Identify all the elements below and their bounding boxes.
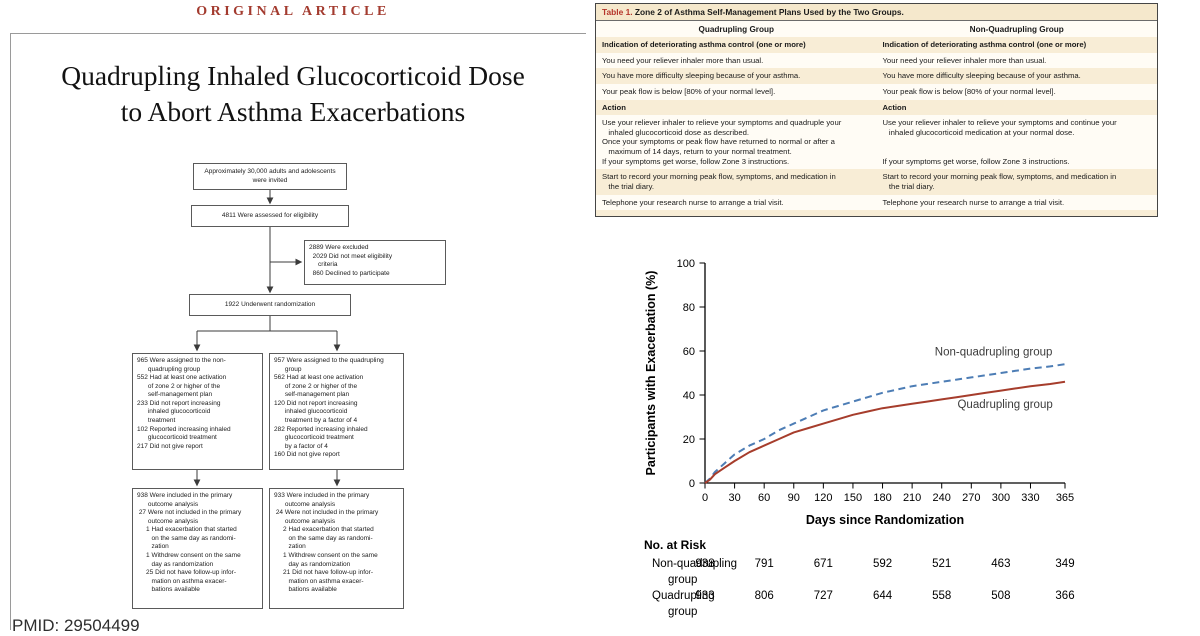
table-cell: Your need your reliever inhaler more tha…	[882, 55, 1047, 65]
table-cell: Indication of deteriorating asthma contr…	[882, 40, 1087, 49]
table-cell	[877, 210, 1158, 216]
risk-value: 671	[814, 558, 833, 570]
table1-title: Table 1. Zone 2 of Asthma Self-Managemen…	[596, 4, 1157, 21]
risk-value: 727	[814, 590, 833, 602]
table-row: You need your reliever inhaler more than…	[596, 53, 1157, 69]
table-cell: Use your reliever inhaler to relieve you…	[882, 118, 1117, 166]
flow-box-arm-nonquadrupling: 965 Were assigned to the non- quadruplin…	[132, 353, 263, 470]
table-row: Use your reliever inhaler to relieve you…	[596, 115, 1157, 169]
x-tick-label: 240	[933, 492, 951, 504]
flow-box-arm-quadrupling: 957 Were assigned to the quadrupling gro…	[269, 353, 404, 470]
table-cell: You have more difficulty sleeping becaus…	[602, 71, 801, 81]
table-cell: Start to record your morning peak flow, …	[882, 172, 1117, 191]
risk-row-label: Quadrupling	[652, 590, 715, 602]
risk-row-label: group	[668, 574, 697, 586]
series-non-quadrupling	[704, 363, 1066, 484]
flow-box-randomized: 1922 Underwent randomization	[189, 294, 351, 316]
flow-arrows	[193, 190, 341, 487]
table-cell: Your peak flow is below [80% of your nor…	[882, 86, 1056, 96]
article-type-header: ORIGINAL ARTICLE	[196, 4, 390, 19]
curve-label: Non-quadrupling group	[935, 346, 1053, 358]
risk-value: 558	[932, 590, 951, 602]
curve-label: Quadrupling group	[957, 399, 1052, 411]
table-cell	[596, 210, 877, 216]
table-row: Indication of deteriorating asthma contr…	[596, 37, 1157, 53]
page-border-top	[10, 33, 586, 34]
table-cell: Telephone your research nurse to arrange…	[602, 197, 784, 207]
risk-value: 938	[695, 558, 714, 570]
x-tick-label: 330	[1021, 492, 1039, 504]
article-title: Quadrupling Inhaled Glucocorticoid Dose t…	[0, 58, 586, 131]
table-row: Your peak flow is below [80% of your nor…	[596, 84, 1157, 100]
x-tick-label: 60	[758, 492, 770, 504]
km-chart: 0 30 60 90 120 150 180 210 240 270 300 330 365 0 20 40 6…	[644, 258, 1075, 618]
table-row: Action Action	[596, 99, 1157, 116]
table-row: Start to record your morning peak flow, …	[596, 169, 1157, 195]
x-tick-label: 300	[992, 492, 1010, 504]
y-tick-label: 80	[683, 302, 695, 314]
x-tick-label: 0	[702, 492, 708, 504]
table-cell: Your peak flow is below [80% of your nor…	[602, 86, 776, 96]
flow-box-invited: Approximately 30,000 adults and adolesce…	[193, 163, 347, 190]
risk-value: 933	[695, 590, 714, 602]
table-cell: You need your reliever inhaler more than…	[602, 55, 764, 65]
y-tick-label: 0	[689, 478, 695, 490]
risk-row-label: Non-quadrupling	[652, 558, 737, 570]
risk-value: 644	[873, 590, 893, 602]
risk-value: 508	[991, 590, 1010, 602]
table-cell: Action	[882, 102, 907, 112]
flow-connectors	[193, 190, 341, 487]
y-tick-label: 40	[683, 390, 695, 402]
flow-box-outcome-nonquadrupling: 938 Were included in the primary outcome…	[132, 488, 263, 609]
y-axis-title: Participants with Exacerbation (%)	[644, 271, 658, 476]
y-tick-label: 100	[677, 258, 695, 270]
risk-value: 791	[755, 558, 774, 570]
article-title-line2: to Abort Asthma Exacerbations	[120, 96, 466, 128]
flow-box-assessed: 4811 Were assessed for eligibility	[191, 205, 349, 227]
flow-box-outcome-quadrupling: 933 Were included in the primary outcome…	[269, 488, 404, 609]
series-quadrupling	[704, 380, 1066, 484]
table-cell: Action	[602, 102, 626, 112]
table-cell: Indication of deteriorating asthma contr…	[602, 40, 806, 49]
x-tick-label: 365	[1056, 492, 1074, 504]
x-tick-label: 150	[844, 492, 862, 504]
risk-value: 806	[755, 590, 774, 602]
risk-row-label: group	[668, 606, 697, 618]
x-tick-label: 30	[728, 492, 740, 504]
table-cell: You have more difficulty sleeping becaus…	[882, 71, 1081, 81]
table1-column-headers: Quadrupling Group Non-Quadrupling Group	[596, 21, 1157, 37]
table-row: You have more difficulty sleeping becaus…	[596, 68, 1157, 84]
risk-value: 521	[932, 558, 951, 570]
table1-title-text: Zone 2 of Asthma Self-Management Plans U…	[632, 7, 904, 17]
x-axis-title: Days since Randomization	[806, 513, 964, 527]
pmid-text: PMID: 29504499	[12, 616, 140, 635]
table1-col1-header: Quadrupling Group	[698, 25, 775, 34]
table-row: Telephone your research nurse to arrange…	[596, 195, 1157, 211]
x-tick-label: 120	[814, 492, 832, 504]
risk-value: 366	[1055, 590, 1074, 602]
article-title-line1: Quadrupling Inhaled Glucocorticoid Dose	[61, 60, 525, 91]
flow-box-excluded: 2889 Were excluded 2029 Did not meet eli…	[304, 240, 446, 285]
table1-title-label: Table 1.	[602, 7, 633, 17]
table1: Table 1. Zone 2 of Asthma Self-Managemen…	[595, 3, 1158, 218]
risk-table-header: No. at Risk	[644, 538, 706, 552]
risk-value: 349	[1055, 558, 1074, 570]
table-cell: Use your reliever inhaler to relieve you…	[602, 118, 842, 166]
risk-value: 592	[873, 558, 892, 570]
x-tick-label: 90	[788, 492, 800, 504]
risk-value: 463	[991, 558, 1010, 570]
page-border-left	[10, 33, 11, 630]
x-tick-label: 210	[903, 492, 921, 504]
y-tick-label: 60	[683, 346, 695, 358]
x-tick-label: 270	[962, 492, 980, 504]
x-tick-label: 180	[873, 492, 891, 504]
y-tick-label: 20	[683, 434, 695, 446]
table-cell: Telephone your research nurse to arrange…	[882, 197, 1065, 207]
table-row	[596, 210, 1158, 217]
table1-col2-header: Non-Quadrupling Group	[969, 25, 1064, 34]
table-cell: Start to record your morning peak flow, …	[602, 172, 836, 191]
